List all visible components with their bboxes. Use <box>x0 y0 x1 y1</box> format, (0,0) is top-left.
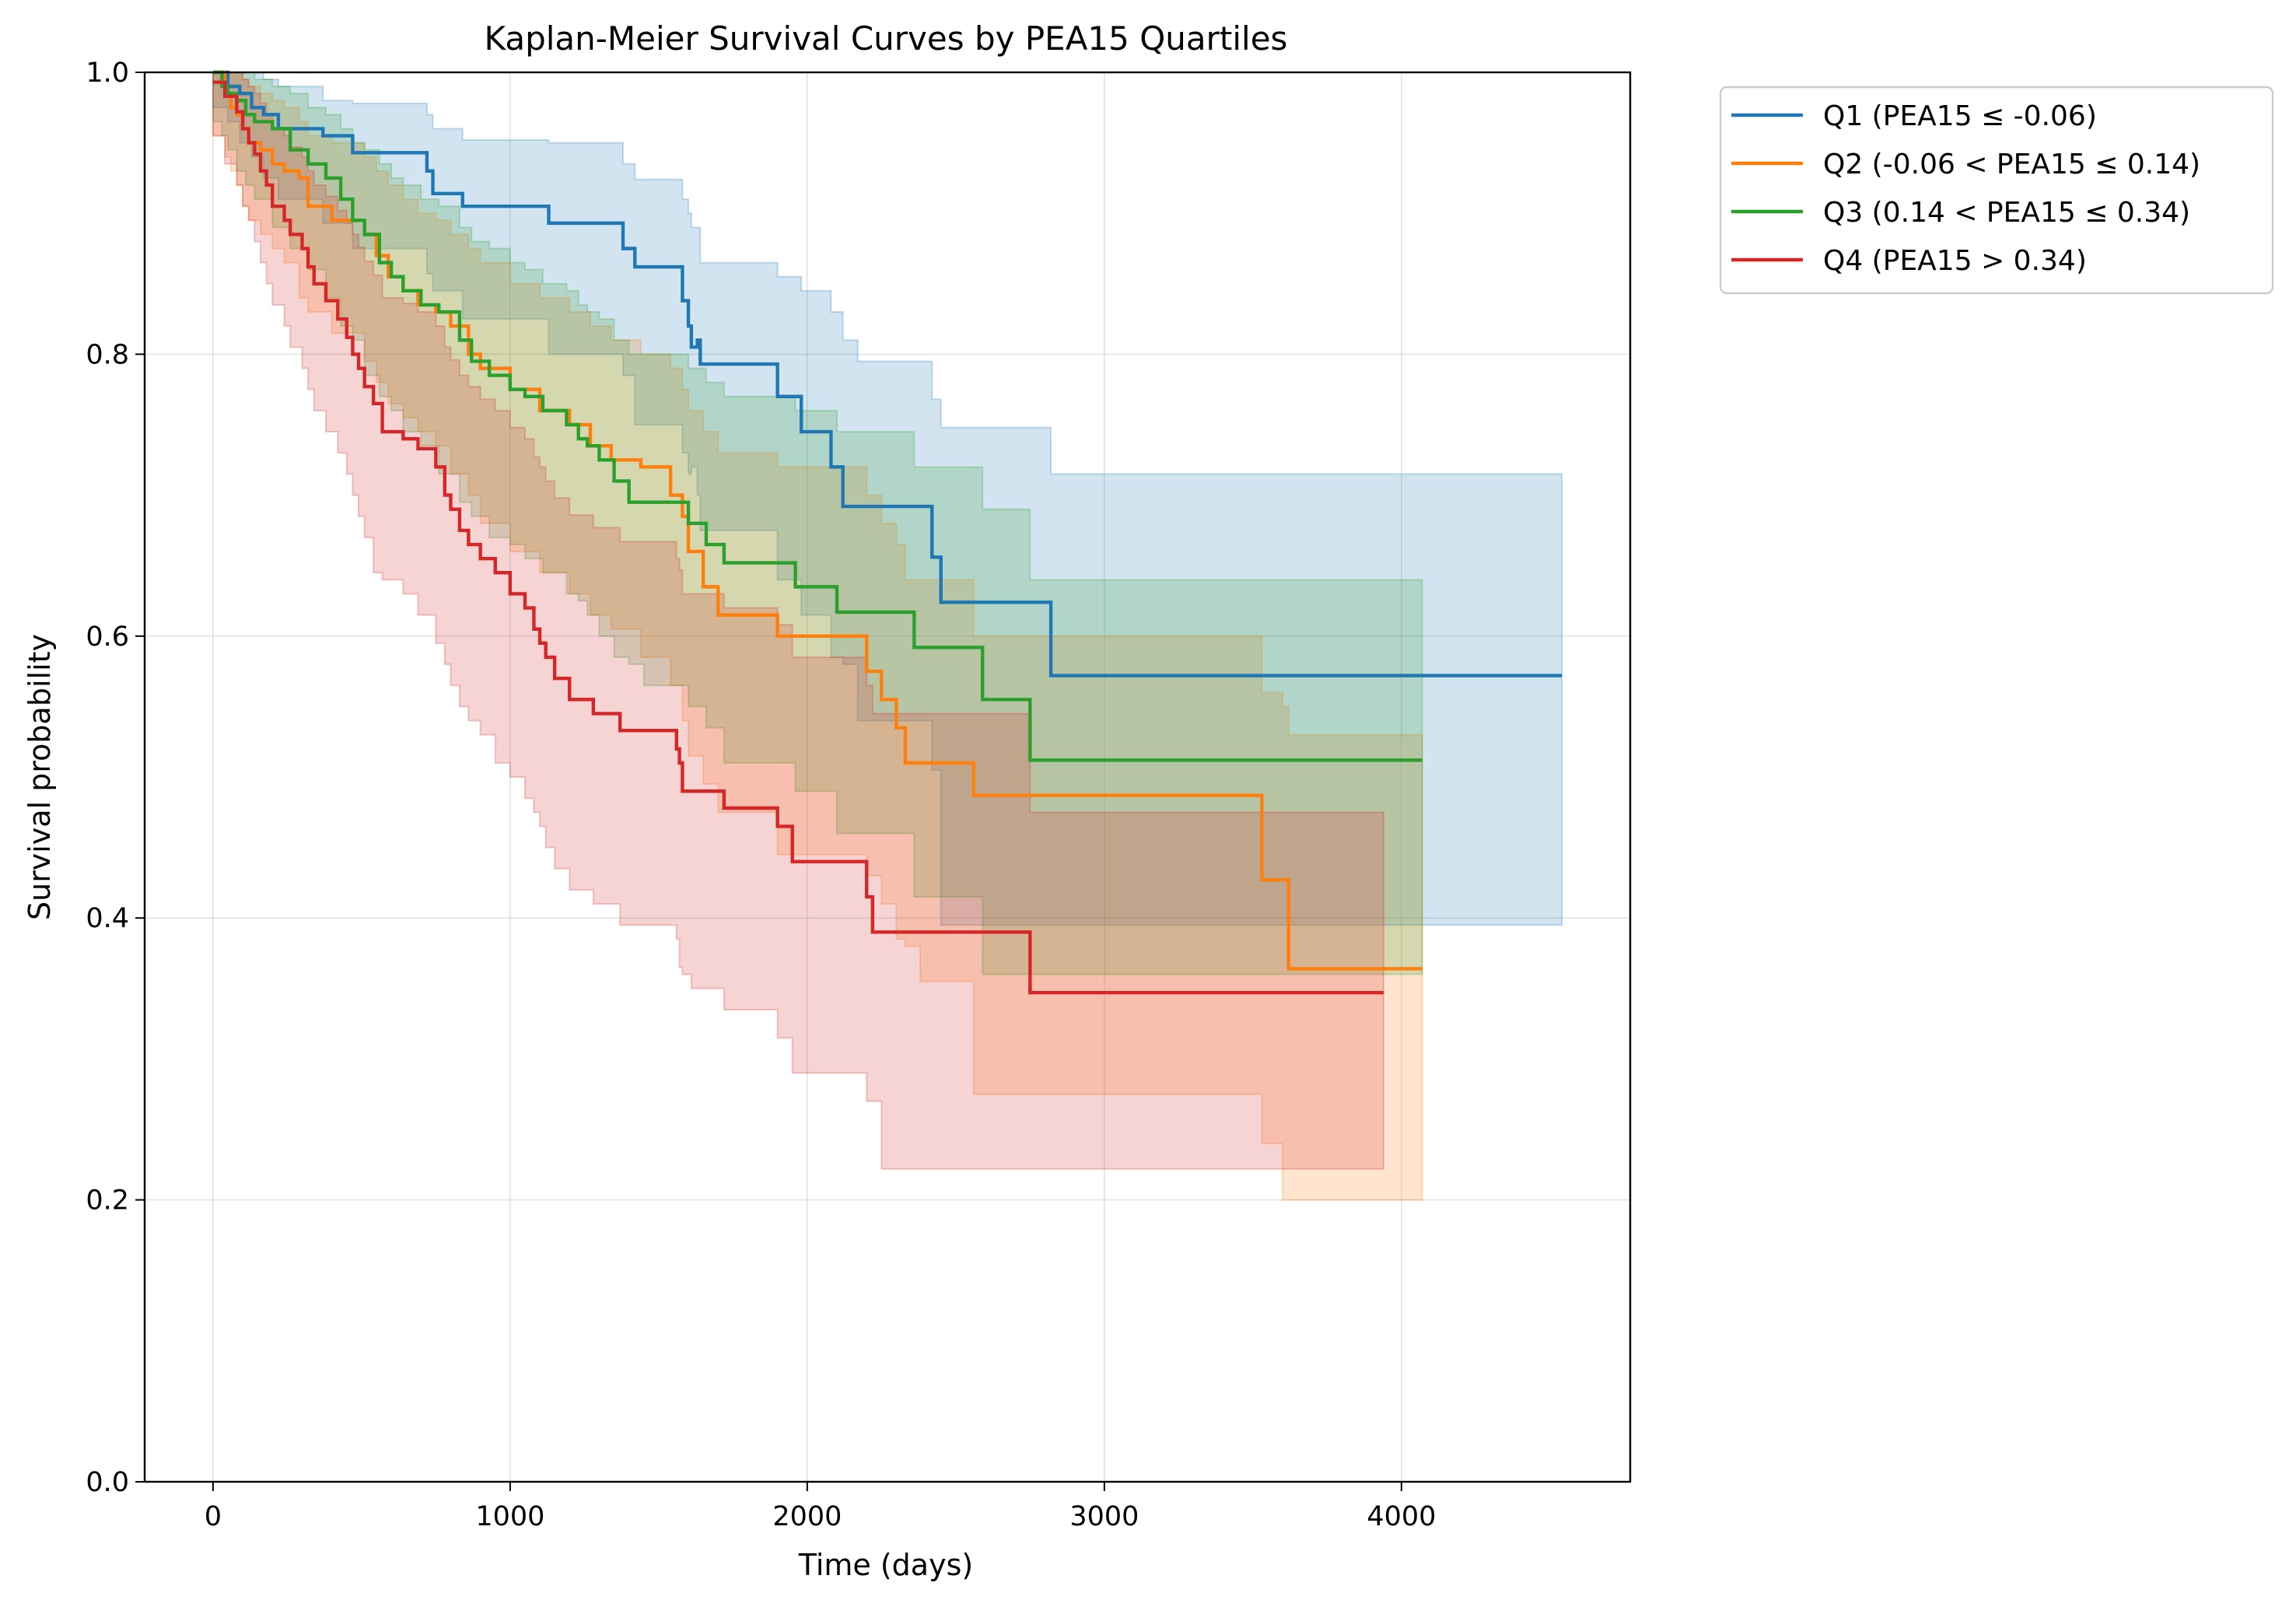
legend-label-q4: Q4 (PEA15 > 0.34) <box>1823 245 2087 277</box>
axis-ticks: 0 1000 2000 3000 4000 0.0 0.2 0.4 0.6 0.8 1.0 <box>86 58 1436 1532</box>
y-tick-label: 0.4 <box>86 903 129 934</box>
x-tick-label: 4000 <box>1367 1501 1436 1532</box>
ci-band-q4 <box>212 72 1384 1170</box>
plot-frame <box>143 71 1632 1483</box>
survival-line-q4 <box>212 80 1384 995</box>
x-tick-label: 2000 <box>772 1501 842 1532</box>
survival-line-q2 <box>212 70 1423 971</box>
legend-label-q1: Q1 (PEA15 ≤ -0.06) <box>1823 100 2097 132</box>
chart-title: Kaplan-Meier Survival Curves by PEA15 Qu… <box>485 19 1288 58</box>
y-tick-label: 1.0 <box>86 58 129 89</box>
survival-lines <box>212 70 1563 995</box>
ci-band-q1 <box>212 72 1563 926</box>
y-tick-label: 0.0 <box>86 1467 129 1498</box>
y-axis-label: Survival probability <box>23 634 57 920</box>
y-tick-label: 0.2 <box>86 1185 129 1217</box>
legend: Q1 (PEA15 ≤ -0.06) Q2 (-0.06 < PEA15 ≤ 0.… <box>1719 86 2274 295</box>
y-tick-label: 0.8 <box>86 339 129 370</box>
survival-line-q3 <box>212 70 1423 762</box>
y-tick-label: 0.6 <box>86 621 129 653</box>
x-tick-label: 3000 <box>1069 1501 1139 1532</box>
survival-line-q1 <box>212 70 1563 677</box>
x-tick-label: 1000 <box>475 1501 544 1532</box>
x-axis-label: Time (days) <box>798 1548 973 1582</box>
legend-label-q3: Q3 (0.14 < PEA15 ≤ 0.34) <box>1823 197 2190 229</box>
x-tick-label: 0 <box>205 1501 222 1532</box>
legend-label-q2: Q2 (-0.06 < PEA15 ≤ 0.14) <box>1823 149 2200 180</box>
legend-box <box>1719 86 2274 295</box>
ci-band-q3 <box>212 72 1423 975</box>
